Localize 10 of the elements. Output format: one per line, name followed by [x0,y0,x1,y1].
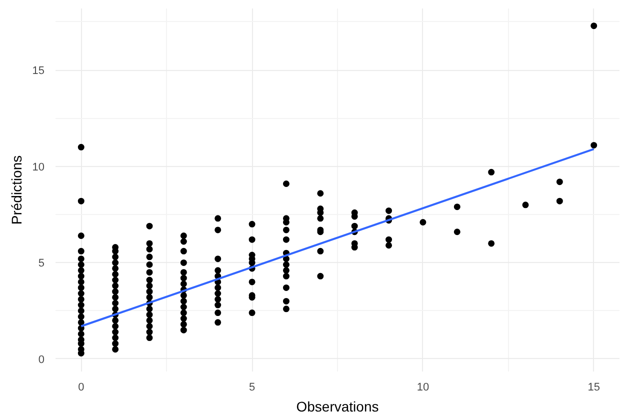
y-tick-label: 10 [32,161,45,174]
y-axis-title: Prédictions [8,155,24,225]
y-tick-label: 0 [38,354,45,366]
x-tick-label: 15 [588,382,600,394]
y-tick-label: 5 [38,258,45,270]
x-axis-title: Observations [296,398,379,414]
x-tick-label: 5 [248,382,256,394]
x-tick-label: 10 [416,382,430,394]
y-tick-label: 15 [32,65,45,78]
x-tick-label: 0 [78,382,84,394]
